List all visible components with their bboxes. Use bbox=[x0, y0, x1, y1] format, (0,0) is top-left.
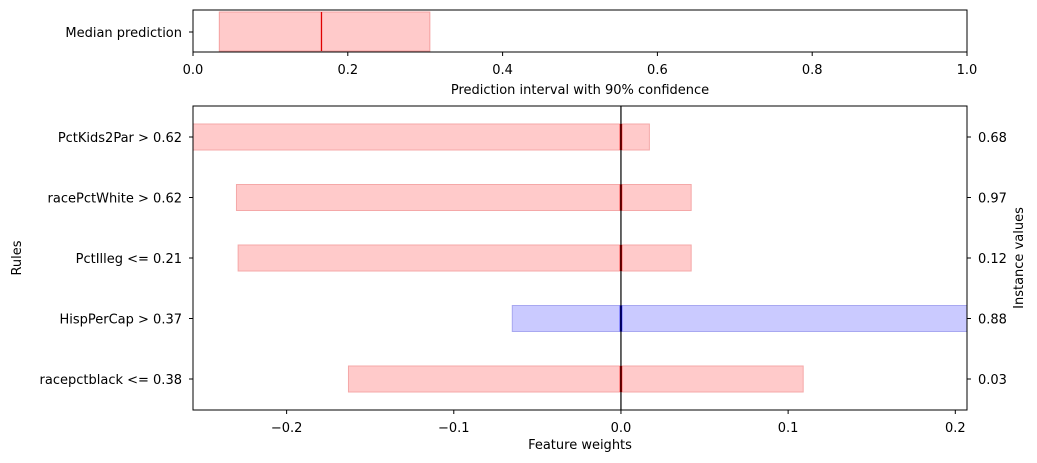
bottom-x-tick-label: 0.1 bbox=[778, 421, 799, 436]
instance-value-label: 0.88 bbox=[978, 313, 1007, 328]
bottom-x-tick-label: −0.2 bbox=[271, 421, 303, 436]
feature-weight-bar bbox=[347, 365, 804, 393]
rules-axis-label: Rules bbox=[10, 240, 25, 275]
bottom-x-tick-label: −0.1 bbox=[438, 421, 470, 436]
instance-value-label: 0.68 bbox=[978, 131, 1007, 146]
top-x-tick-label: 1.0 bbox=[957, 63, 978, 78]
top-category-label: Median prediction bbox=[65, 26, 182, 41]
prediction-interval-panel: Median prediction 0.0 0.2 0.4 0.6 0.8 1.0 Pre… bbox=[65, 9, 978, 98]
top-x-tick-label: 0.2 bbox=[337, 63, 358, 78]
bottom-x-tick-label: 0.0 bbox=[611, 421, 632, 436]
instance-value-label: 0.12 bbox=[978, 252, 1007, 267]
bottom-x-axis-label: Feature weights bbox=[528, 438, 632, 453]
top-x-tick-label: 0.8 bbox=[802, 63, 823, 78]
top-x-tick-label: 0.0 bbox=[183, 63, 204, 78]
feature-weight-bar bbox=[237, 244, 692, 272]
feature-weights-panel: −0.2 −0.1 0.0 0.1 0.2 PctKids2Par > 0.62 race… bbox=[10, 105, 1027, 453]
top-x-axis-label: Prediction interval with 90% confidence bbox=[451, 83, 709, 98]
rule-label: racepctblack <= 0.38 bbox=[40, 373, 182, 388]
instance-values-axis-label: Instance values bbox=[1012, 207, 1027, 309]
top-plot-frame bbox=[192, 9, 968, 53]
feature-weight-bar bbox=[511, 305, 968, 332]
instance-value-label: 0.97 bbox=[978, 192, 1007, 207]
feature-weight-bar bbox=[235, 184, 692, 211]
rule-label: PctKids2Par > 0.62 bbox=[58, 131, 182, 146]
prediction-interval-bar bbox=[218, 11, 431, 52]
top-x-tick-label: 0.6 bbox=[647, 63, 668, 78]
rule-label: PctIlleg <= 0.21 bbox=[76, 252, 182, 267]
instance-value-label: 0.03 bbox=[978, 373, 1007, 388]
feature-weight-bar bbox=[192, 123, 650, 151]
bottom-x-tick-label: 0.2 bbox=[945, 421, 966, 436]
top-x-tick-label: 0.4 bbox=[492, 63, 513, 78]
rule-label: racePctWhite > 0.62 bbox=[48, 192, 182, 207]
rule-label: HispPerCap > 0.37 bbox=[59, 313, 182, 328]
